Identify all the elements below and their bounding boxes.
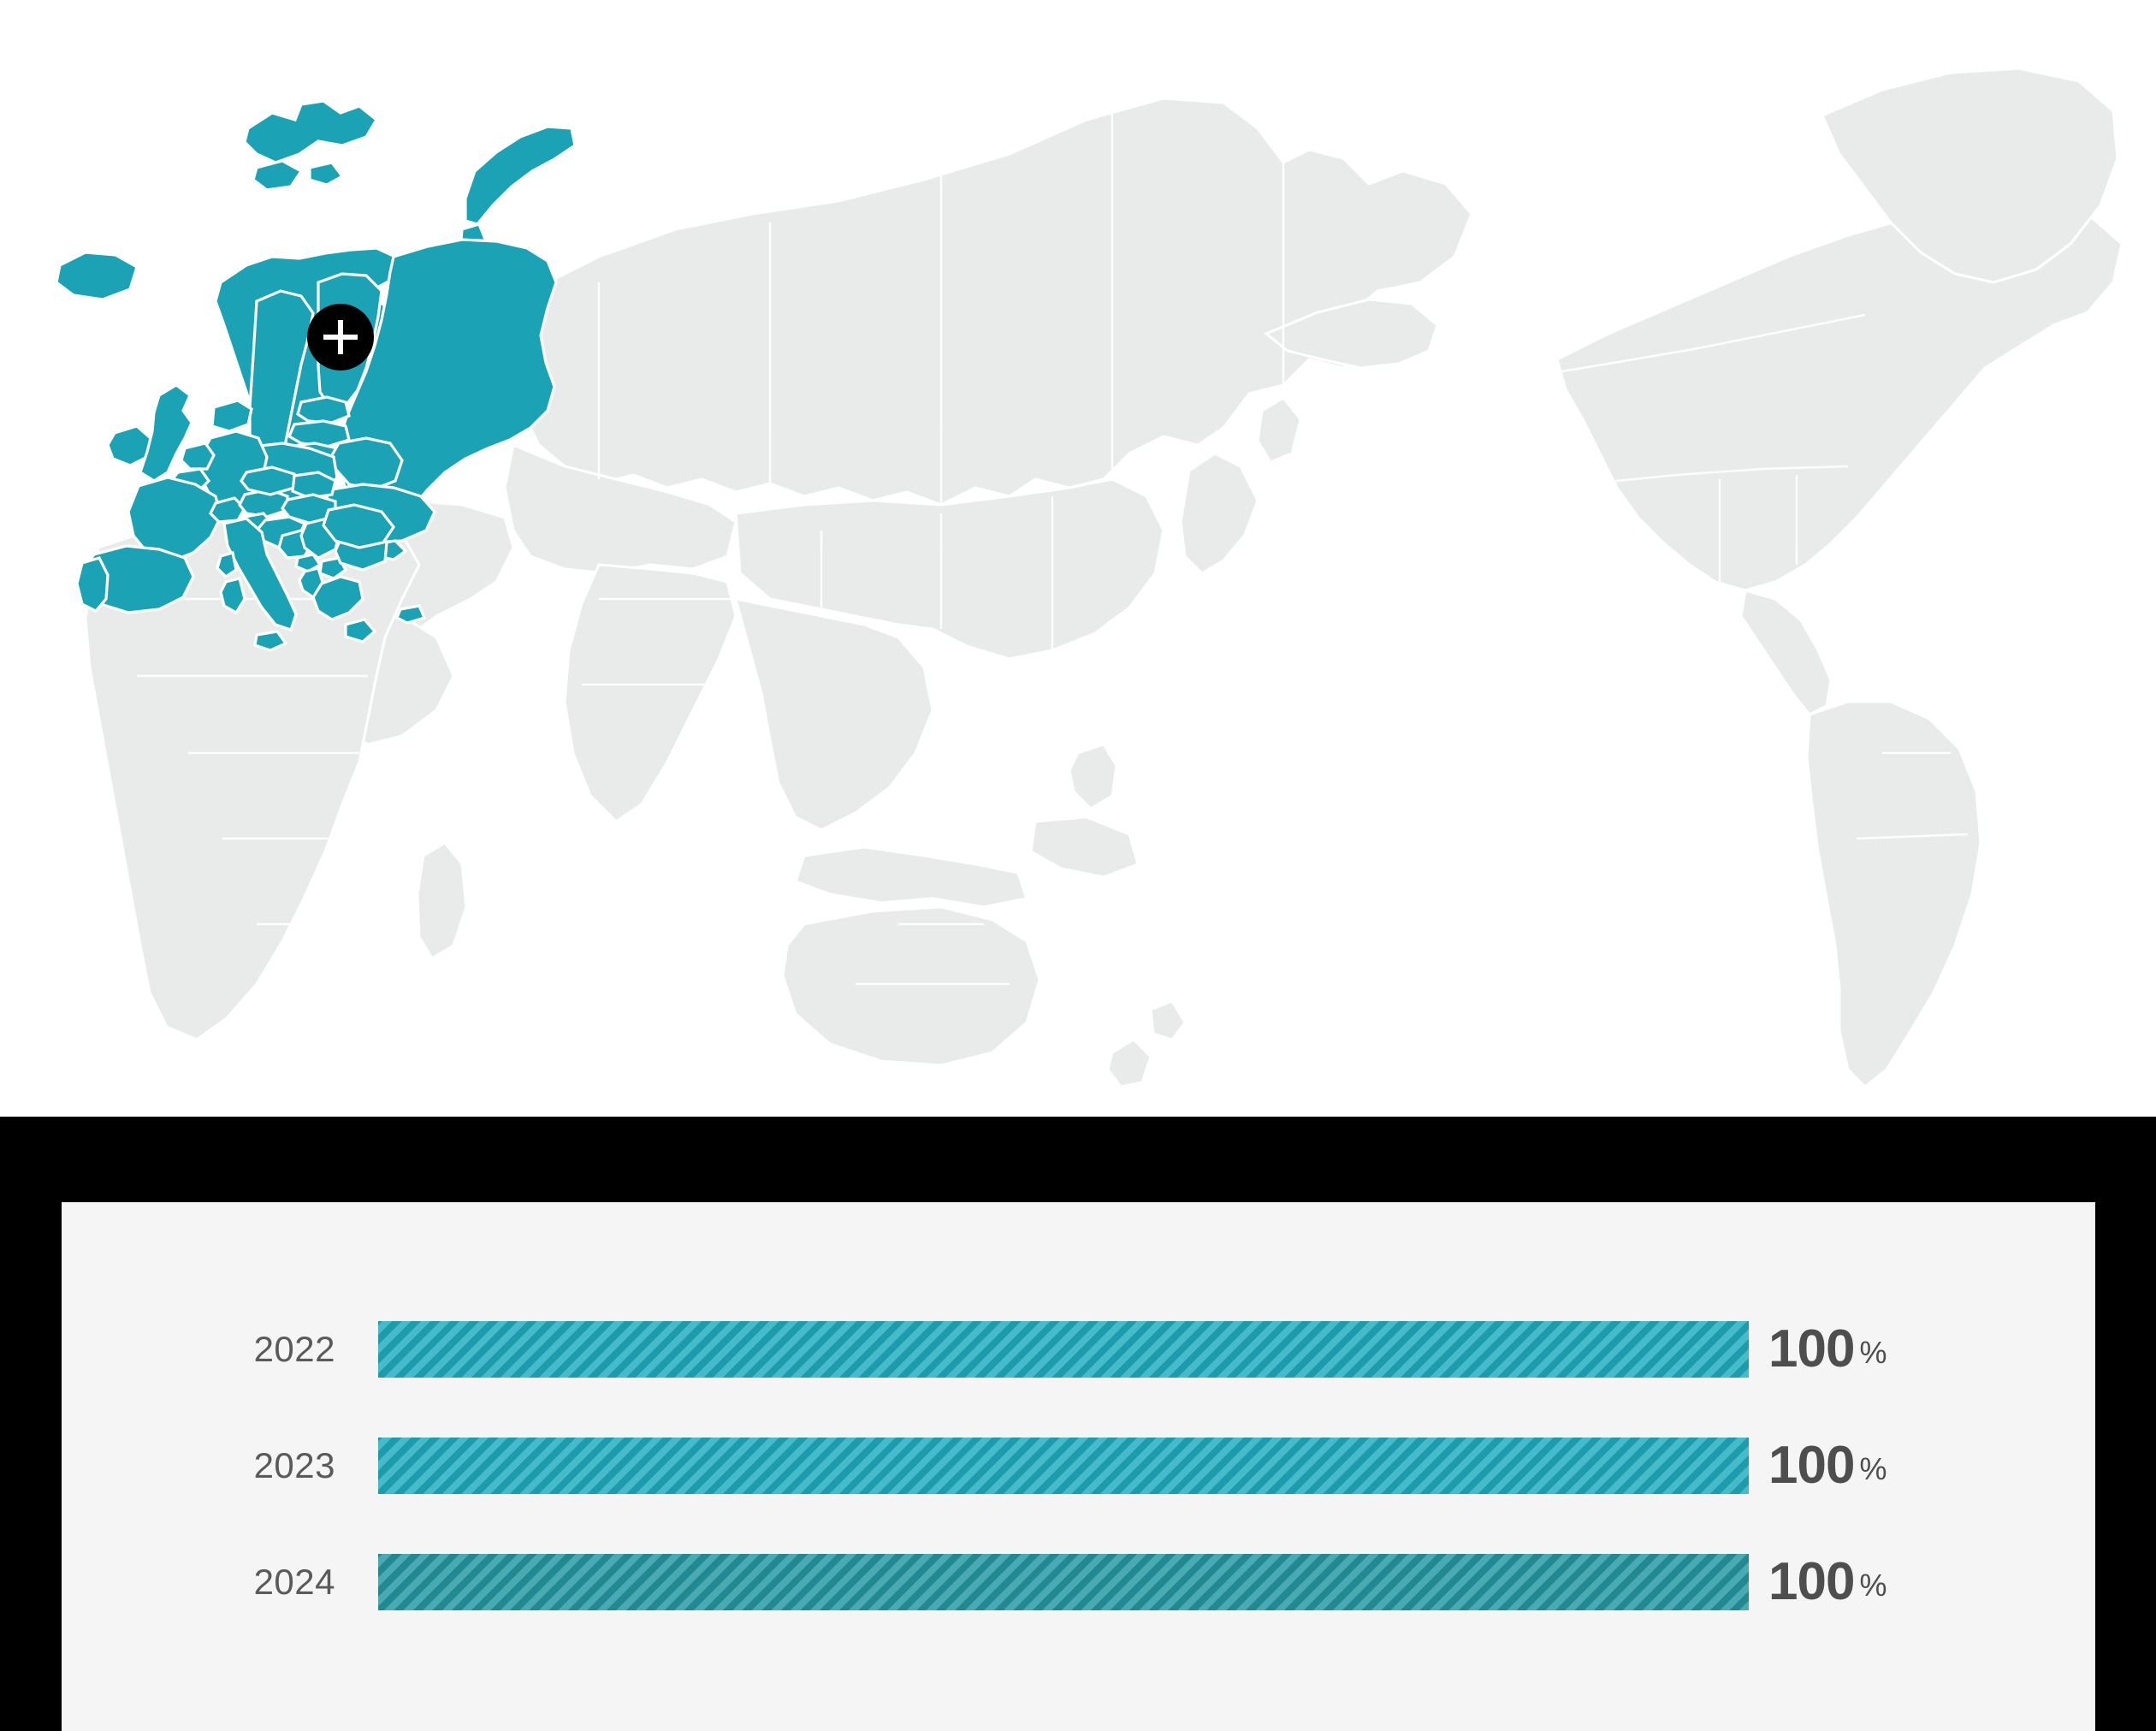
map-internal-borders [137,111,1969,986]
bar-category-label: 2024 [253,1562,335,1602]
bar-value-unit: % [1859,1451,1887,1486]
map-highlighted-europe [55,99,577,652]
bar-row[interactable]: 2024 100% [62,1554,2095,1610]
world-map-graphic[interactable] [0,0,2156,1117]
plus-icon-vertical-stroke [338,320,343,354]
plus-icon[interactable] [307,304,374,371]
world-map-section[interactable] [0,0,2156,1117]
bar-chart: 2022 100% 2023 100% 2024 [62,1202,2095,1731]
bar-value-number: 100 [1768,1436,1855,1495]
bar-chart-panel: 2022 100% 2023 100% 2024 [62,1202,2095,1731]
bar-category-label: 2022 [253,1329,335,1369]
bar-fill [378,1321,1749,1378]
bar-row[interactable]: 2022 100% [62,1321,2095,1378]
bar-value-label: 100% [1768,1554,1886,1610]
bar-value-number: 100 [1768,1319,1855,1378]
bar-value-label: 100% [1768,1321,1886,1378]
bar-fill [378,1438,1749,1494]
bar-fill [378,1554,1749,1610]
bar-category-label: 2023 [253,1445,335,1485]
map-base-landmasses [84,67,2123,1089]
bar-row[interactable]: 2023 100% [62,1438,2095,1494]
bar-value-unit: % [1859,1568,1887,1603]
bar-track [378,1321,1749,1378]
bar-track [378,1438,1749,1494]
bar-track [378,1554,1749,1610]
bar-value-unit: % [1859,1335,1887,1370]
bar-value-number: 100 [1768,1552,1855,1611]
bar-value-label: 100% [1768,1438,1886,1494]
